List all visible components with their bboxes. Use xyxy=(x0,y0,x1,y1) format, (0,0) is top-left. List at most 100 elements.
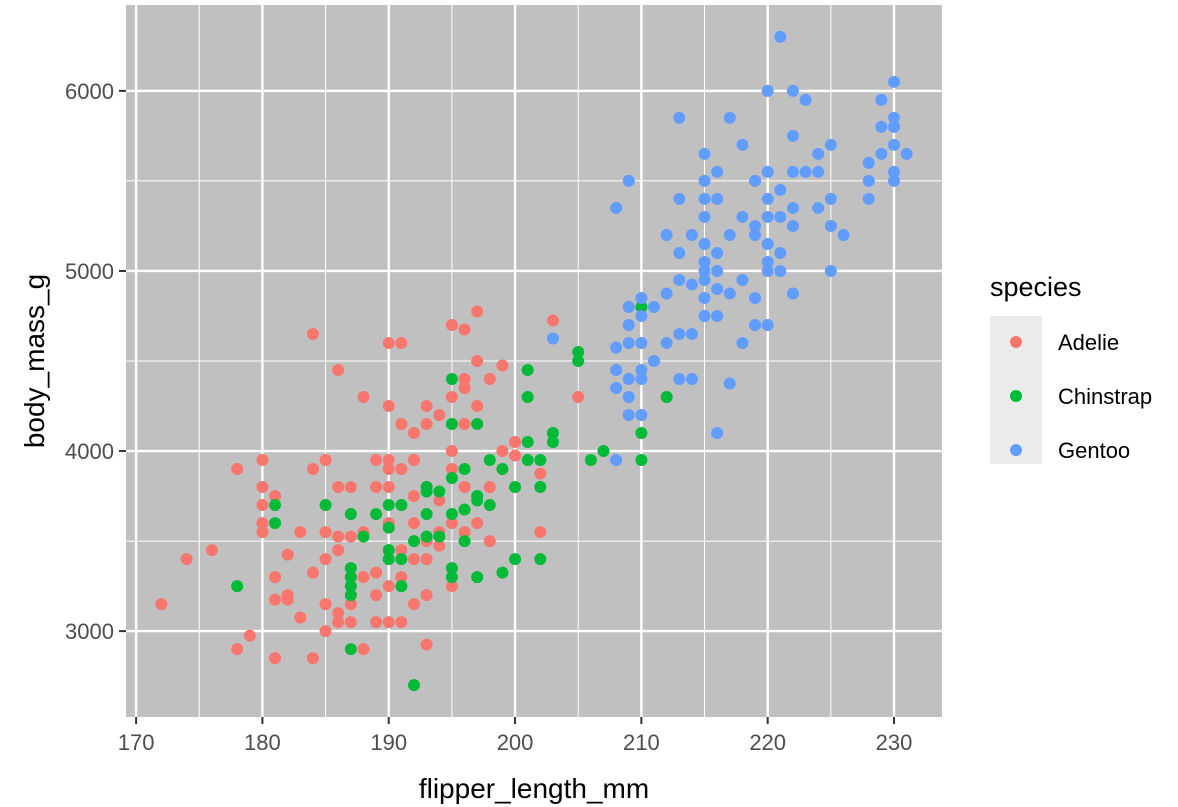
data-point xyxy=(420,589,433,602)
data-point xyxy=(521,436,534,449)
data-point xyxy=(698,174,711,187)
data-point xyxy=(256,454,269,467)
data-point xyxy=(711,427,724,440)
data-point xyxy=(509,553,522,566)
data-point xyxy=(698,273,711,286)
data-point xyxy=(635,373,648,386)
data-point xyxy=(420,485,433,498)
data-point xyxy=(698,309,711,322)
data-point xyxy=(622,409,635,422)
data-point xyxy=(496,445,509,458)
data-point xyxy=(761,318,774,331)
data-point xyxy=(344,481,357,494)
data-point xyxy=(685,228,698,241)
data-point xyxy=(370,566,383,579)
data-point xyxy=(483,481,496,494)
data-point xyxy=(711,246,724,259)
data-point xyxy=(749,228,762,241)
x-tick-label: 180 xyxy=(244,730,281,755)
data-point xyxy=(824,219,837,232)
data-point xyxy=(824,138,837,151)
data-point xyxy=(332,544,345,557)
data-point xyxy=(546,314,559,327)
data-point xyxy=(445,508,458,521)
data-point xyxy=(294,526,307,539)
data-point xyxy=(837,228,850,241)
data-point xyxy=(635,454,648,467)
data-point xyxy=(319,598,332,611)
data-point xyxy=(509,449,522,462)
data-point xyxy=(408,553,420,566)
data-point xyxy=(433,530,446,543)
data-point xyxy=(332,607,345,620)
data-point xyxy=(660,228,673,241)
data-point xyxy=(521,364,534,377)
data-point xyxy=(458,481,471,494)
x-tick-label: 200 xyxy=(497,730,534,755)
data-point xyxy=(736,336,749,349)
data-point xyxy=(711,309,724,322)
data-point xyxy=(812,147,825,160)
data-point xyxy=(382,499,395,512)
data-point xyxy=(433,539,446,552)
grid-major xyxy=(126,5,942,717)
data-point xyxy=(572,391,585,404)
data-point xyxy=(610,201,623,214)
data-point xyxy=(332,616,345,629)
data-points xyxy=(155,30,913,692)
legend-title: species xyxy=(990,272,1082,302)
data-point xyxy=(243,629,256,642)
data-point xyxy=(483,454,496,467)
data-point xyxy=(231,643,244,656)
x-tick-label: 170 xyxy=(118,730,155,755)
data-point xyxy=(610,454,623,467)
data-point xyxy=(458,526,471,539)
data-point xyxy=(711,282,724,295)
data-point xyxy=(597,445,610,458)
data-point xyxy=(685,373,698,386)
data-point xyxy=(269,517,282,530)
data-point xyxy=(306,566,319,579)
data-point xyxy=(445,391,458,404)
data-point xyxy=(610,341,623,354)
data-point xyxy=(382,580,395,593)
data-point xyxy=(445,562,458,575)
data-point xyxy=(888,120,900,133)
data-point xyxy=(786,129,799,142)
data-point xyxy=(332,364,345,377)
data-point xyxy=(395,580,408,593)
legend: species Adelie Chinstrap Gentoo xyxy=(990,272,1152,464)
data-point xyxy=(319,625,332,638)
data-point xyxy=(786,165,799,178)
data-point xyxy=(180,553,193,566)
data-point xyxy=(635,300,648,313)
data-point xyxy=(433,494,446,507)
data-point xyxy=(824,264,837,277)
data-point xyxy=(496,463,509,476)
data-point xyxy=(306,463,319,476)
data-point xyxy=(370,589,383,602)
data-point xyxy=(382,553,395,566)
data-point xyxy=(635,291,648,304)
data-point xyxy=(749,291,762,304)
data-point xyxy=(749,174,762,187)
data-point xyxy=(761,165,774,178)
legend-key-adelie xyxy=(1010,336,1022,348)
data-point xyxy=(698,192,711,205)
data-point xyxy=(622,373,635,386)
data-point xyxy=(445,318,458,331)
data-point xyxy=(471,571,484,584)
x-axis: 170 180 190 200 210 220 230 xyxy=(118,717,912,755)
data-point xyxy=(370,616,383,629)
legend-label-adelie: Adelie xyxy=(1058,330,1119,355)
data-point xyxy=(774,246,787,259)
data-point xyxy=(294,611,307,624)
data-point xyxy=(761,255,774,268)
data-point xyxy=(382,616,395,629)
data-point xyxy=(723,228,736,241)
data-point xyxy=(673,246,686,259)
data-point xyxy=(761,264,774,277)
data-point xyxy=(370,508,383,521)
data-point xyxy=(774,183,787,196)
data-point xyxy=(711,264,724,277)
